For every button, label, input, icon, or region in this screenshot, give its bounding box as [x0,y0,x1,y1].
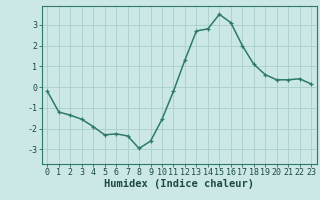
X-axis label: Humidex (Indice chaleur): Humidex (Indice chaleur) [104,179,254,189]
